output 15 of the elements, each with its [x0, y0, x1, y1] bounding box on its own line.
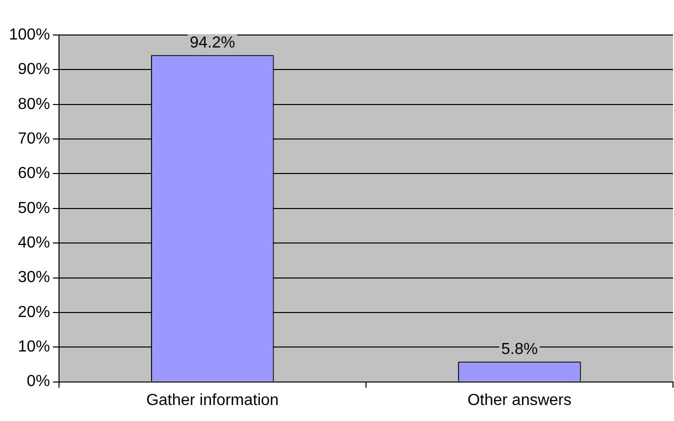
y-tick-label: 10%	[18, 338, 50, 356]
y-tick-label: 30%	[18, 269, 50, 286]
y-tick-label: 0%	[26, 373, 50, 390]
data-label: 5.8%	[501, 341, 538, 358]
data-label: 94.2%	[190, 34, 236, 52]
y-tick-label: 70%	[18, 130, 50, 148]
y-tick-label: 50%	[18, 200, 50, 217]
y-tick-label: 40%	[18, 234, 50, 252]
x-tick-label: Gather information	[146, 392, 279, 409]
y-tick-label: 100%	[9, 26, 50, 44]
y-tick-label: 20%	[18, 304, 50, 321]
y-tick-label: 90%	[18, 61, 50, 78]
y-tick-label: 80%	[18, 96, 50, 113]
x-tick-label: Other answers	[467, 392, 572, 409]
y-tick-label: 60%	[18, 165, 50, 182]
